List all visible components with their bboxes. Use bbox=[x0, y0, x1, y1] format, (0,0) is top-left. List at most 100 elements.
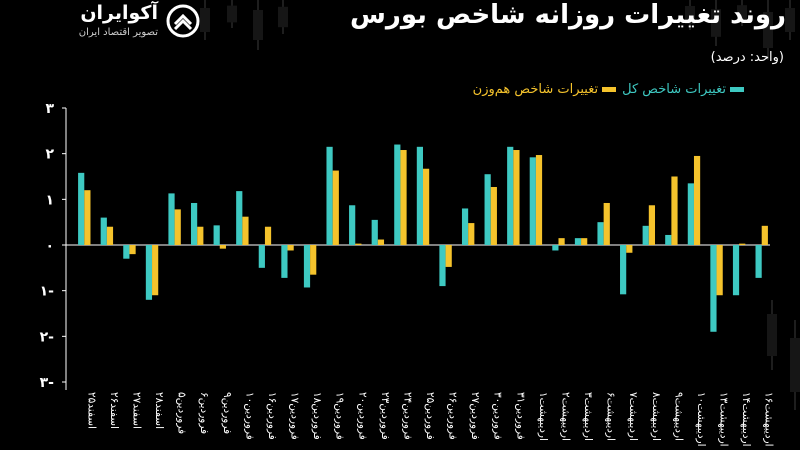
bg-candle-body bbox=[711, 9, 721, 37]
bar-equal bbox=[84, 190, 91, 245]
y-tick-label: ۱ bbox=[45, 192, 54, 208]
bar-total bbox=[529, 157, 536, 245]
bar-total bbox=[416, 146, 423, 245]
x-tick-label: فروردین۲۳ bbox=[379, 392, 391, 440]
x-tick-label: اردیبهشت۱۴ bbox=[740, 392, 752, 447]
x-tick-label: فروردین۳۱ bbox=[514, 392, 526, 440]
bar-total bbox=[326, 146, 333, 245]
bg-candle-body bbox=[767, 314, 777, 356]
bar-total bbox=[732, 245, 740, 296]
bar-total bbox=[755, 245, 762, 278]
bar-total bbox=[574, 238, 582, 245]
bar-equal bbox=[242, 216, 249, 245]
bar-equal bbox=[626, 245, 633, 253]
bar-equal bbox=[423, 168, 430, 245]
x-tick-label: اردیبهشت۱۶ bbox=[763, 392, 775, 447]
bar-equal bbox=[739, 243, 746, 245]
y-tick-label: ۳ bbox=[45, 101, 54, 117]
bar-equal bbox=[761, 225, 768, 245]
bar-total bbox=[620, 245, 627, 295]
legend-label-total: تغییرات شاخص کل bbox=[622, 82, 726, 97]
y-tick-label: ۱- bbox=[40, 284, 55, 300]
bar-equal bbox=[332, 170, 339, 245]
bg-candle-body bbox=[253, 10, 263, 40]
legend-item-equal: تغییرات شاخص هم‌وزن bbox=[472, 82, 617, 97]
bar-total bbox=[190, 202, 198, 245]
bar-equal bbox=[513, 150, 520, 245]
legend-swatch-total bbox=[730, 87, 744, 92]
y-tick-label: ۲ bbox=[45, 147, 54, 163]
bar-total bbox=[394, 144, 401, 245]
bar-equal bbox=[197, 226, 204, 245]
bar-equal bbox=[106, 226, 114, 245]
bar-equal bbox=[558, 238, 565, 245]
bar-total bbox=[371, 219, 378, 245]
bar-equal bbox=[445, 245, 452, 267]
x-tick-label: اسفند۲۷ bbox=[130, 392, 142, 429]
x-tick-label: فروردین۱۸ bbox=[311, 392, 323, 440]
x-tick-label: اردیبهشت۶ bbox=[605, 392, 617, 441]
y-tick-label: ۳- bbox=[40, 375, 55, 391]
bar-total bbox=[687, 183, 694, 245]
chart-legend: تغییرات شاخص کل تغییرات شاخص هم‌وزن bbox=[473, 82, 744, 97]
bar-total bbox=[213, 225, 220, 245]
bg-candle-body bbox=[200, 8, 210, 32]
bar-total bbox=[303, 245, 311, 288]
bar-equal bbox=[581, 238, 588, 245]
x-tick-label: فروردین۹ bbox=[221, 392, 233, 434]
legend-label-equal: تغییرات شاخص هم‌وزن bbox=[472, 82, 599, 97]
bar-total bbox=[349, 205, 356, 245]
bar-equal bbox=[377, 239, 385, 245]
bar-equal bbox=[264, 226, 272, 245]
bg-candle-body bbox=[790, 338, 800, 392]
x-tick-label: فروردین۱۷ bbox=[289, 392, 301, 440]
x-tick-label: فروردین۶ bbox=[198, 392, 210, 434]
bg-candle-body bbox=[737, 5, 747, 21]
x-tick-label: اردیبهشت۸ bbox=[650, 392, 662, 441]
bar-equal bbox=[716, 245, 723, 296]
x-tick-label: اردیبهشت۱ bbox=[537, 392, 549, 441]
bar-total bbox=[168, 193, 175, 245]
x-tick-label: فروردین۲۶ bbox=[447, 392, 459, 440]
x-tick-label: فروردین۳۰ bbox=[492, 392, 504, 440]
bar-equal bbox=[400, 150, 407, 245]
y-tick-label: ۲- bbox=[40, 329, 55, 345]
brand-tagline: تصویر اقتصاد ایران bbox=[78, 27, 158, 38]
x-tick-label: اردیبهشت۲ bbox=[559, 392, 571, 441]
bar-equal bbox=[174, 209, 181, 245]
x-tick-label: فروردین۱۶ bbox=[266, 392, 278, 440]
x-tick-label: اسفند۲۵ bbox=[85, 392, 97, 429]
bar-total bbox=[461, 208, 469, 245]
x-tick-label: فروردین۲۷ bbox=[469, 392, 481, 440]
brand-logo[interactable]: آکوایران تصویر اقتصاد ایران bbox=[14, 2, 204, 48]
y-tick-label: ۰ bbox=[45, 238, 54, 254]
x-tick-label: اردیبهشت۷ bbox=[627, 392, 639, 441]
bar-equal bbox=[490, 187, 497, 245]
x-tick-label: اردیبهشت۱۳ bbox=[718, 392, 730, 447]
bar-equal bbox=[468, 223, 475, 245]
bar-total bbox=[710, 245, 717, 332]
bar-equal bbox=[535, 155, 543, 245]
bar-total bbox=[552, 245, 559, 251]
bar-total bbox=[100, 217, 107, 245]
unit-label: (واحد: درصد) bbox=[710, 50, 784, 65]
bar-equal bbox=[152, 245, 159, 296]
bar-equal bbox=[648, 205, 656, 245]
bar-equal bbox=[603, 202, 610, 245]
bar-total bbox=[258, 245, 265, 268]
x-tick-label: فروردین۱۰ bbox=[243, 392, 255, 440]
x-tick-label: فروردین۲۵ bbox=[424, 392, 436, 440]
x-tick-label: اردیبهشت۹ bbox=[672, 392, 684, 441]
bg-candle-body bbox=[227, 5, 237, 23]
x-tick-label: فروردین۱۹ bbox=[334, 392, 346, 440]
bar-total bbox=[439, 245, 446, 287]
x-tick-label: اسفند۲۸ bbox=[153, 392, 165, 429]
bar-total bbox=[78, 172, 85, 245]
brand-mark-icon bbox=[166, 4, 200, 38]
brand-name: آکوایران bbox=[80, 2, 158, 24]
bar-total bbox=[236, 191, 243, 245]
bg-candle-body bbox=[685, 6, 695, 24]
bar-total bbox=[665, 234, 672, 245]
